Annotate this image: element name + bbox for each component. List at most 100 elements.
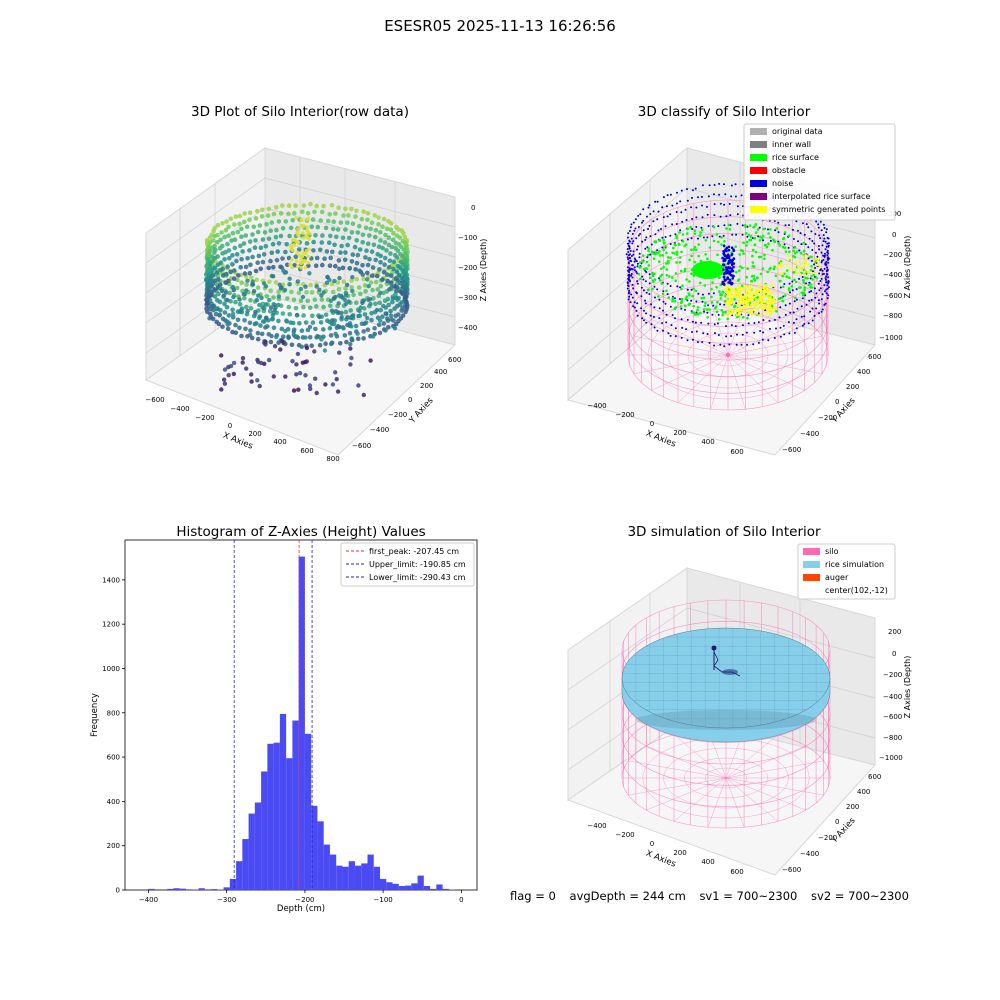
point	[299, 328, 305, 334]
flag-value: flag = 0	[510, 889, 556, 903]
noise-point	[647, 228, 649, 230]
noise-point	[653, 326, 656, 329]
noise-point	[811, 307, 814, 310]
legend-label: silo	[825, 547, 839, 556]
noise-point	[631, 242, 634, 245]
rice-surface-point	[749, 235, 753, 238]
noise-point	[680, 307, 683, 310]
noise-point	[809, 310, 812, 313]
silo-floor-spoke	[725, 777, 779, 822]
point	[237, 297, 242, 302]
noise-point	[762, 239, 765, 242]
noise-point	[636, 280, 639, 283]
symmetric-point	[814, 272, 817, 275]
point	[299, 254, 304, 259]
point	[290, 217, 296, 223]
noise-point	[774, 229, 777, 232]
noise-point	[656, 218, 659, 221]
point	[354, 208, 359, 214]
point	[230, 329, 235, 335]
noise-point	[628, 230, 631, 232]
point	[301, 304, 306, 310]
noise-point	[747, 314, 750, 317]
point	[269, 250, 275, 256]
rice-surface-point	[775, 227, 779, 230]
noise-point	[787, 321, 790, 324]
point	[311, 239, 317, 245]
point	[364, 248, 369, 253]
noise-point	[725, 215, 728, 218]
noise-point	[821, 308, 824, 311]
point	[297, 321, 302, 326]
rice-surface-point	[768, 267, 771, 271]
point	[361, 306, 367, 311]
rice-surface-point	[775, 310, 778, 313]
noise-point	[757, 321, 760, 324]
symmetric-point	[768, 304, 772, 307]
rice-surface-point	[746, 267, 749, 271]
silo-floor-spoke	[725, 760, 824, 779]
noise-point	[783, 333, 786, 336]
symmetric-point	[803, 270, 806, 273]
point	[335, 389, 341, 394]
rice-surface-point	[779, 279, 782, 283]
noise-point	[800, 315, 803, 318]
noise-point	[746, 235, 749, 238]
point	[257, 383, 262, 389]
rice-surface-point	[663, 241, 666, 245]
noise-point	[788, 224, 790, 227]
legend-swatch-silo	[803, 548, 820, 555]
point	[296, 227, 300, 231]
noise-point	[827, 280, 830, 283]
rice-surface-point	[667, 275, 671, 278]
noise-point	[640, 307, 643, 310]
point	[282, 287, 288, 293]
rice-surface-point	[673, 307, 677, 311]
noise-point	[658, 307, 661, 310]
noise-point	[636, 314, 639, 317]
rice-surface-point	[662, 248, 665, 251]
symmetric-point	[740, 295, 743, 298]
noise-point	[820, 251, 823, 254]
point	[258, 360, 264, 366]
noise-point	[827, 244, 830, 247]
noise-point	[681, 326, 684, 329]
rice-surface-point	[754, 223, 757, 227]
rice-surface-point	[637, 272, 641, 276]
point	[232, 222, 237, 227]
point	[391, 318, 396, 323]
point	[294, 259, 299, 263]
point	[266, 357, 272, 363]
point	[388, 251, 393, 256]
symmetric-point	[745, 293, 748, 296]
noise-point	[636, 262, 639, 265]
y-tick: 0	[835, 398, 839, 406]
rice-surface-point	[688, 280, 691, 283]
rice-surface-point	[765, 245, 769, 249]
noise-point	[642, 229, 645, 232]
noise-point	[662, 290, 665, 293]
symmetric-point	[727, 305, 731, 308]
noise-point	[652, 220, 655, 223]
point	[294, 372, 299, 377]
y-tick-labels: −600 −400 −200 0 200 400 600	[352, 356, 461, 450]
histogram-bar	[436, 884, 443, 890]
histogram-bars	[148, 556, 456, 890]
noise-point	[649, 253, 652, 256]
panel-title: 3D Plot of Silo Interior(row data)	[191, 104, 409, 120]
noise-point	[813, 242, 816, 245]
point	[292, 242, 296, 247]
noise-point	[635, 291, 638, 294]
point	[339, 315, 344, 320]
point	[382, 262, 387, 268]
point	[371, 296, 376, 301]
noise-point	[734, 325, 737, 328]
point	[314, 390, 319, 396]
noise-point	[642, 289, 645, 292]
point	[323, 225, 329, 231]
point	[210, 303, 215, 309]
rice-surface-point	[678, 261, 682, 264]
point	[247, 217, 252, 222]
silo-floor-spoke	[725, 777, 824, 796]
point	[349, 206, 354, 212]
